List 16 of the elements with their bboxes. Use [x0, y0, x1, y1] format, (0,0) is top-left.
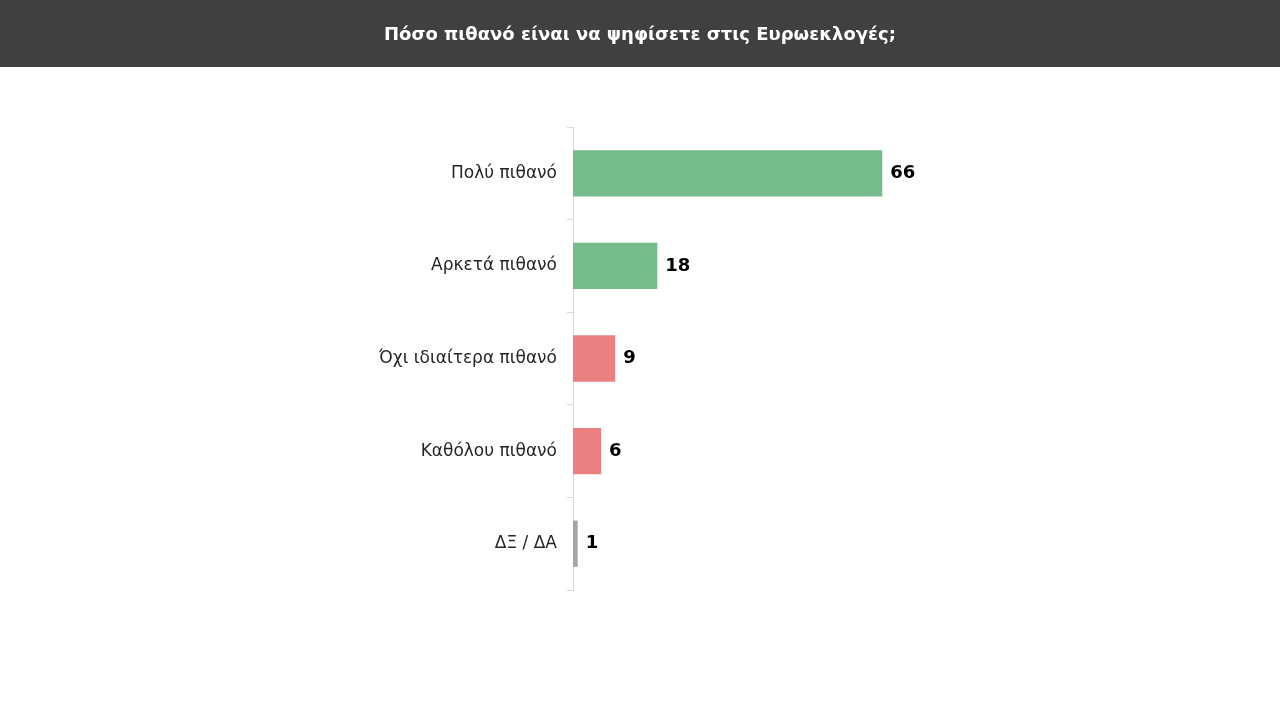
bar	[573, 427, 602, 475]
y-tick-label: Αρκετά πιθανό	[431, 254, 557, 275]
data-label: 1	[585, 531, 599, 553]
y-tick-label: ΔΞ / ΔΑ	[494, 532, 558, 553]
y-tick-label: Καθόλου πιθανό	[420, 439, 557, 460]
chart-title: Πόσο πιθανό είναι να ψηφίσετε στις Ευρωεκλογές;	[0, 0, 1280, 67]
data-label: 9	[623, 346, 636, 368]
y-tick-label: Όχι ιδιαίτερα πιθανό	[378, 346, 557, 367]
data-label: 66	[890, 160, 916, 182]
bar	[573, 242, 658, 290]
data-label: 18	[665, 253, 691, 275]
bar	[573, 150, 883, 197]
bar	[573, 335, 616, 382]
data-label: 6	[609, 438, 622, 460]
y-tick-label: Πολύ πιθανό	[451, 161, 557, 182]
bar	[573, 520, 578, 567]
